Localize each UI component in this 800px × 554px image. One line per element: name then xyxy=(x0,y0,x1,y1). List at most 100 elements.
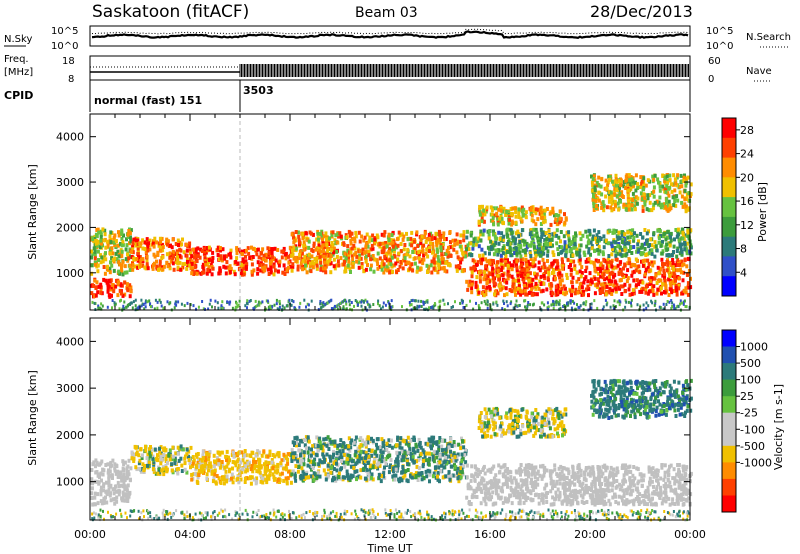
power-cell xyxy=(583,253,587,257)
power-cell xyxy=(527,261,530,266)
power-cell xyxy=(524,275,528,280)
power-cell xyxy=(436,270,440,275)
velocity-cell xyxy=(115,489,118,494)
power-cell xyxy=(598,235,602,240)
power-noise-cell xyxy=(662,302,665,306)
power-cell xyxy=(282,263,286,268)
power-cell xyxy=(632,245,636,249)
power-cell xyxy=(191,247,195,252)
power-cell xyxy=(131,244,135,249)
power-cell xyxy=(409,236,413,241)
power-colorbar-tick-label: 4 xyxy=(740,266,747,279)
power-noise-cell xyxy=(173,306,176,310)
power-cell xyxy=(492,213,496,218)
power-cell xyxy=(611,230,615,235)
power-noise-cell xyxy=(604,298,607,302)
power-cell xyxy=(591,183,595,187)
power-cell xyxy=(608,175,612,179)
power-cell xyxy=(547,269,551,274)
power-cell xyxy=(543,265,547,270)
velocity-cell xyxy=(279,463,283,468)
power-cell xyxy=(561,248,565,253)
velocity-cell xyxy=(102,496,106,501)
velocity-cell xyxy=(197,464,201,469)
power-cell xyxy=(550,283,554,288)
power-noise-cell xyxy=(321,302,324,306)
power-cell xyxy=(162,264,166,269)
velocity-cell xyxy=(278,480,281,484)
power-cell xyxy=(599,289,603,294)
power-cell xyxy=(256,260,260,265)
power-noise-cell xyxy=(609,305,612,309)
power-noise-cell xyxy=(350,301,353,304)
power-cell xyxy=(672,173,676,178)
power-cell xyxy=(542,212,546,217)
power-cell xyxy=(558,287,562,292)
power-cell xyxy=(514,220,518,225)
velocity-cell xyxy=(112,491,116,496)
power-cell xyxy=(145,258,149,263)
power-noise-cell xyxy=(98,306,101,310)
power-noise-cell xyxy=(614,305,617,309)
power-noise-cell xyxy=(275,302,278,306)
power-cell xyxy=(583,277,587,282)
power-cell xyxy=(501,246,505,250)
velocity-cell xyxy=(113,501,117,506)
power-cell xyxy=(663,282,667,287)
velocity-cell xyxy=(181,447,185,452)
power-cell xyxy=(384,267,388,272)
power-noise-cell xyxy=(246,302,249,306)
power-cell xyxy=(270,247,274,252)
power-cell xyxy=(411,268,415,273)
power-noise-cell xyxy=(319,302,322,306)
velocity-cell xyxy=(127,472,131,477)
power-cell xyxy=(656,228,660,233)
velocity-cell xyxy=(246,465,250,470)
power-cell xyxy=(628,283,632,288)
power-cell xyxy=(312,261,316,266)
power-noise-cell xyxy=(207,307,210,311)
power-cell xyxy=(346,248,350,253)
power-noise-cell xyxy=(613,299,616,303)
power-cell xyxy=(200,249,204,253)
power-noise-cell xyxy=(460,298,463,302)
power-cell xyxy=(481,257,485,262)
velocity-cell xyxy=(227,455,230,460)
power-cell xyxy=(627,241,631,246)
power-cell xyxy=(656,287,660,292)
power-cell xyxy=(686,175,690,180)
power-cell xyxy=(573,244,577,249)
power-cell xyxy=(147,241,150,246)
power-noise-cell xyxy=(159,300,162,304)
power-cell xyxy=(676,198,680,203)
power-noise-cell xyxy=(174,302,177,306)
velocity-cell xyxy=(179,456,183,461)
power-cell xyxy=(131,262,135,267)
power-cell xyxy=(602,203,606,208)
power-noise-cell xyxy=(256,304,259,308)
power-cell xyxy=(590,246,594,251)
power-cell xyxy=(182,250,186,255)
power-cell xyxy=(689,285,693,290)
power-cell xyxy=(509,228,513,233)
power-cell xyxy=(462,233,466,238)
power-cell xyxy=(627,249,631,253)
power-noise-cell xyxy=(505,300,508,304)
power-cell xyxy=(557,213,561,218)
power-cell xyxy=(304,263,307,268)
power-cell xyxy=(462,230,466,235)
power-cell xyxy=(554,217,558,222)
power-cell xyxy=(294,256,297,260)
power-cell xyxy=(640,242,644,247)
velocity-cell xyxy=(129,466,133,471)
power-cell xyxy=(256,247,260,252)
power-cell xyxy=(640,289,644,294)
velocity-cell xyxy=(241,458,245,463)
power-cell xyxy=(661,234,665,239)
power-cell xyxy=(651,288,655,293)
power-cell xyxy=(624,186,628,190)
power-cell xyxy=(92,284,96,288)
power-cell xyxy=(619,180,623,185)
power-cell xyxy=(523,289,527,294)
power-cell xyxy=(357,256,361,261)
